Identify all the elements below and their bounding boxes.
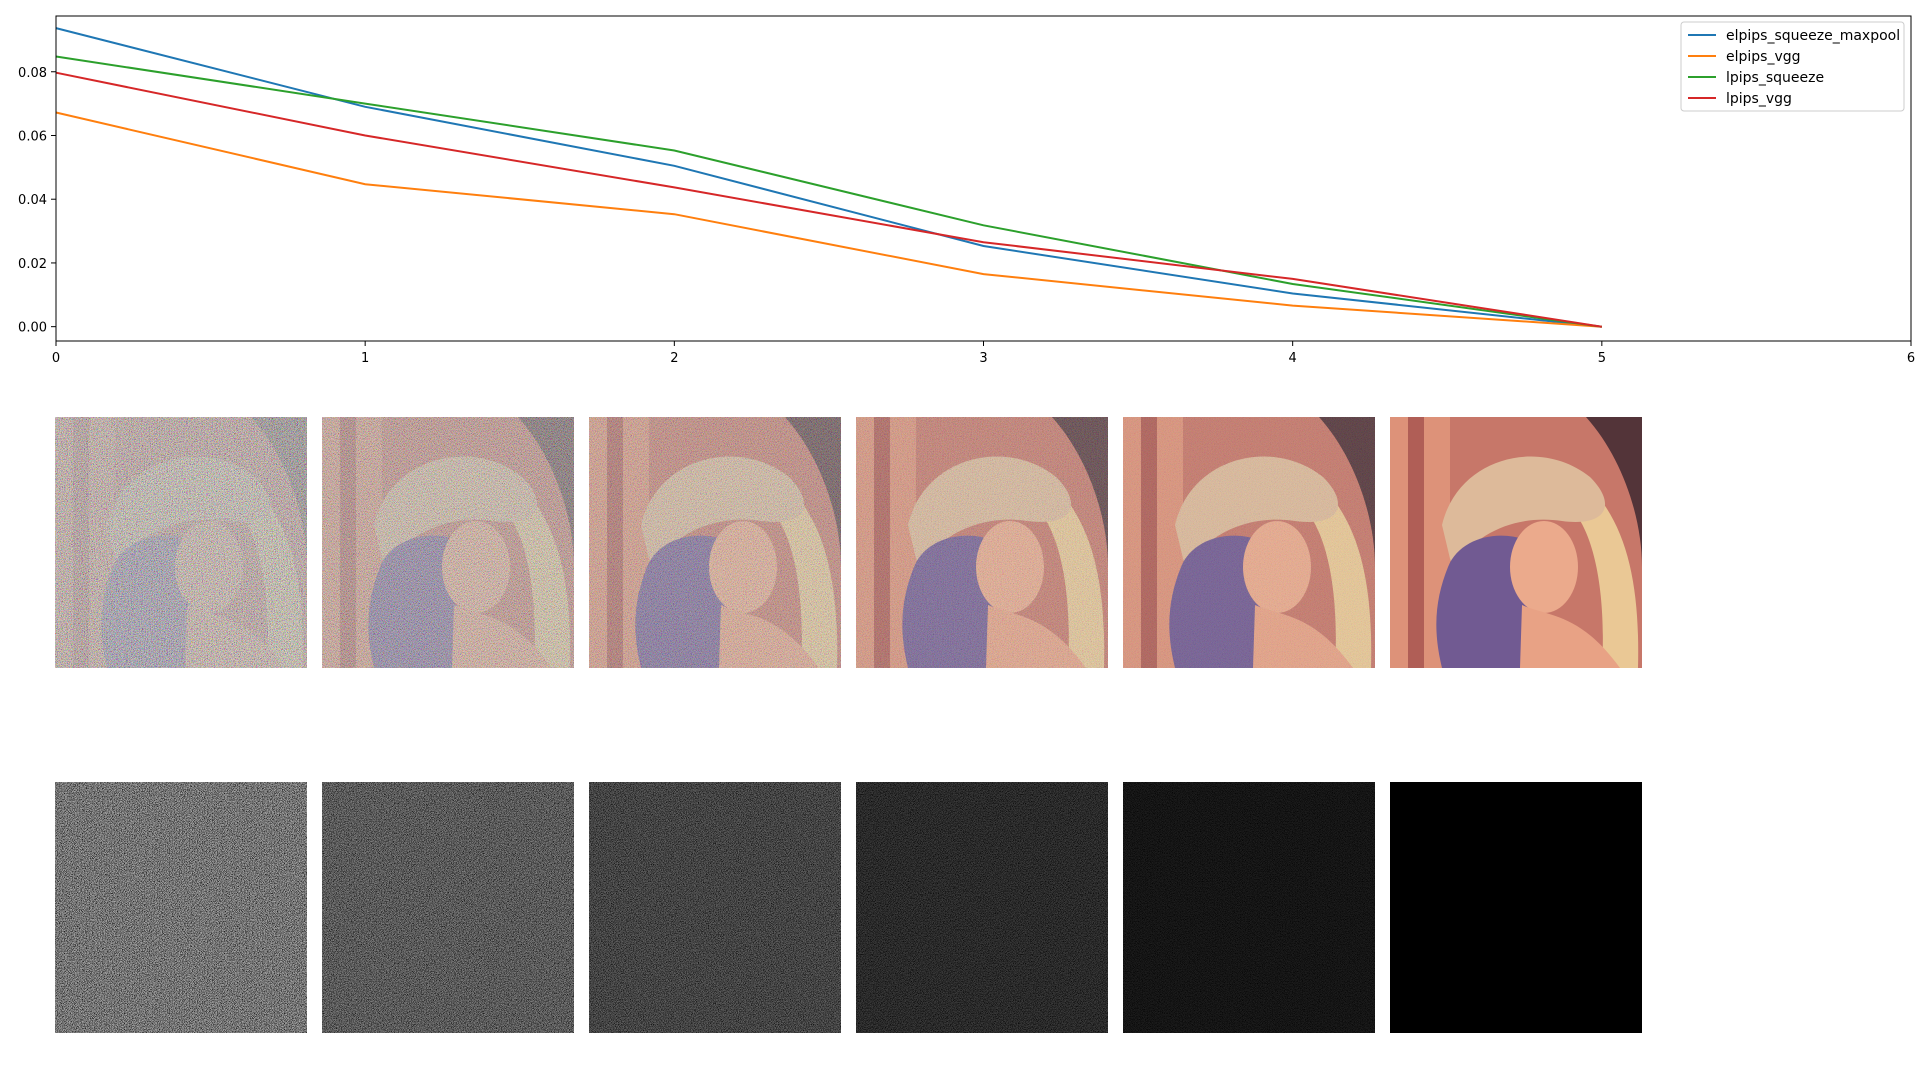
difference-image-6: [1390, 782, 1642, 1033]
x-tick-label: 0: [52, 351, 60, 366]
noisy-image-graphic: [55, 417, 307, 668]
legend-box: [1680, 21, 1905, 112]
legend-label: lpips_vgg: [1726, 91, 1792, 107]
difference-image-graphic: [1123, 782, 1375, 1033]
y-tick-label: 0.08: [18, 66, 47, 81]
series-line-elpips_squeeze_maxpool: [55, 27, 1602, 328]
difference-image-1: [55, 782, 307, 1033]
series-line-elpips_vgg: [55, 111, 1602, 328]
noisy-image-6: [1390, 417, 1642, 668]
difference-image-graphic: [589, 782, 841, 1033]
difference-image-5: [1123, 782, 1375, 1033]
difference-image-graphic: [322, 782, 574, 1033]
series-line-lpips_squeeze: [55, 55, 1602, 328]
y-tick-label: 0.00: [18, 321, 47, 336]
noisy-image-5: [1123, 417, 1375, 668]
difference-image-graphic: [1390, 782, 1642, 1033]
noisy-image-graphic: [1123, 417, 1375, 668]
difference-image-2: [322, 782, 574, 1033]
x-tick-label: 3: [979, 351, 987, 366]
x-tick-label: 5: [1598, 351, 1606, 366]
y-tick-label: 0.02: [18, 257, 47, 272]
y-tick-label: 0.06: [18, 129, 47, 144]
difference-image-graphic: [55, 782, 307, 1033]
noisy-image-1: [55, 417, 307, 668]
series-line-lpips_vgg: [55, 71, 1602, 328]
x-tick-label: 1: [361, 351, 369, 366]
legend-label: lpips_squeeze: [1726, 70, 1824, 86]
x-tick-label: 6: [1907, 351, 1915, 366]
noisy-image-graphic: [856, 417, 1108, 668]
noisy-image-graphic: [589, 417, 841, 668]
y-tick-label: 0.04: [18, 193, 47, 208]
noisy-image-graphic: [1390, 417, 1642, 668]
difference-image-graphic: [856, 782, 1108, 1033]
noisy-image-graphic: [322, 417, 574, 668]
noisy-image-3: [589, 417, 841, 668]
legend: elpips_squeeze_maxpool elpips_vgg lpips_sq…: [1680, 21, 1905, 112]
noisy-image-2: [322, 417, 574, 668]
difference-image-4: [856, 782, 1108, 1033]
legend-label: elpips_vgg: [1726, 49, 1801, 65]
difference-image-3: [589, 782, 841, 1033]
legend-label: elpips_squeeze_maxpool: [1726, 28, 1900, 44]
plot-frame: [55, 15, 1912, 342]
x-tick-label: 2: [670, 351, 678, 366]
line-chart: 0 1 2 3 4 5 6 0.00 0.02 0.04 0.06 0.08 elpips_sque…: [18, 15, 1915, 366]
x-tick-label: 4: [1289, 351, 1297, 366]
noisy-image-4: [856, 417, 1108, 668]
